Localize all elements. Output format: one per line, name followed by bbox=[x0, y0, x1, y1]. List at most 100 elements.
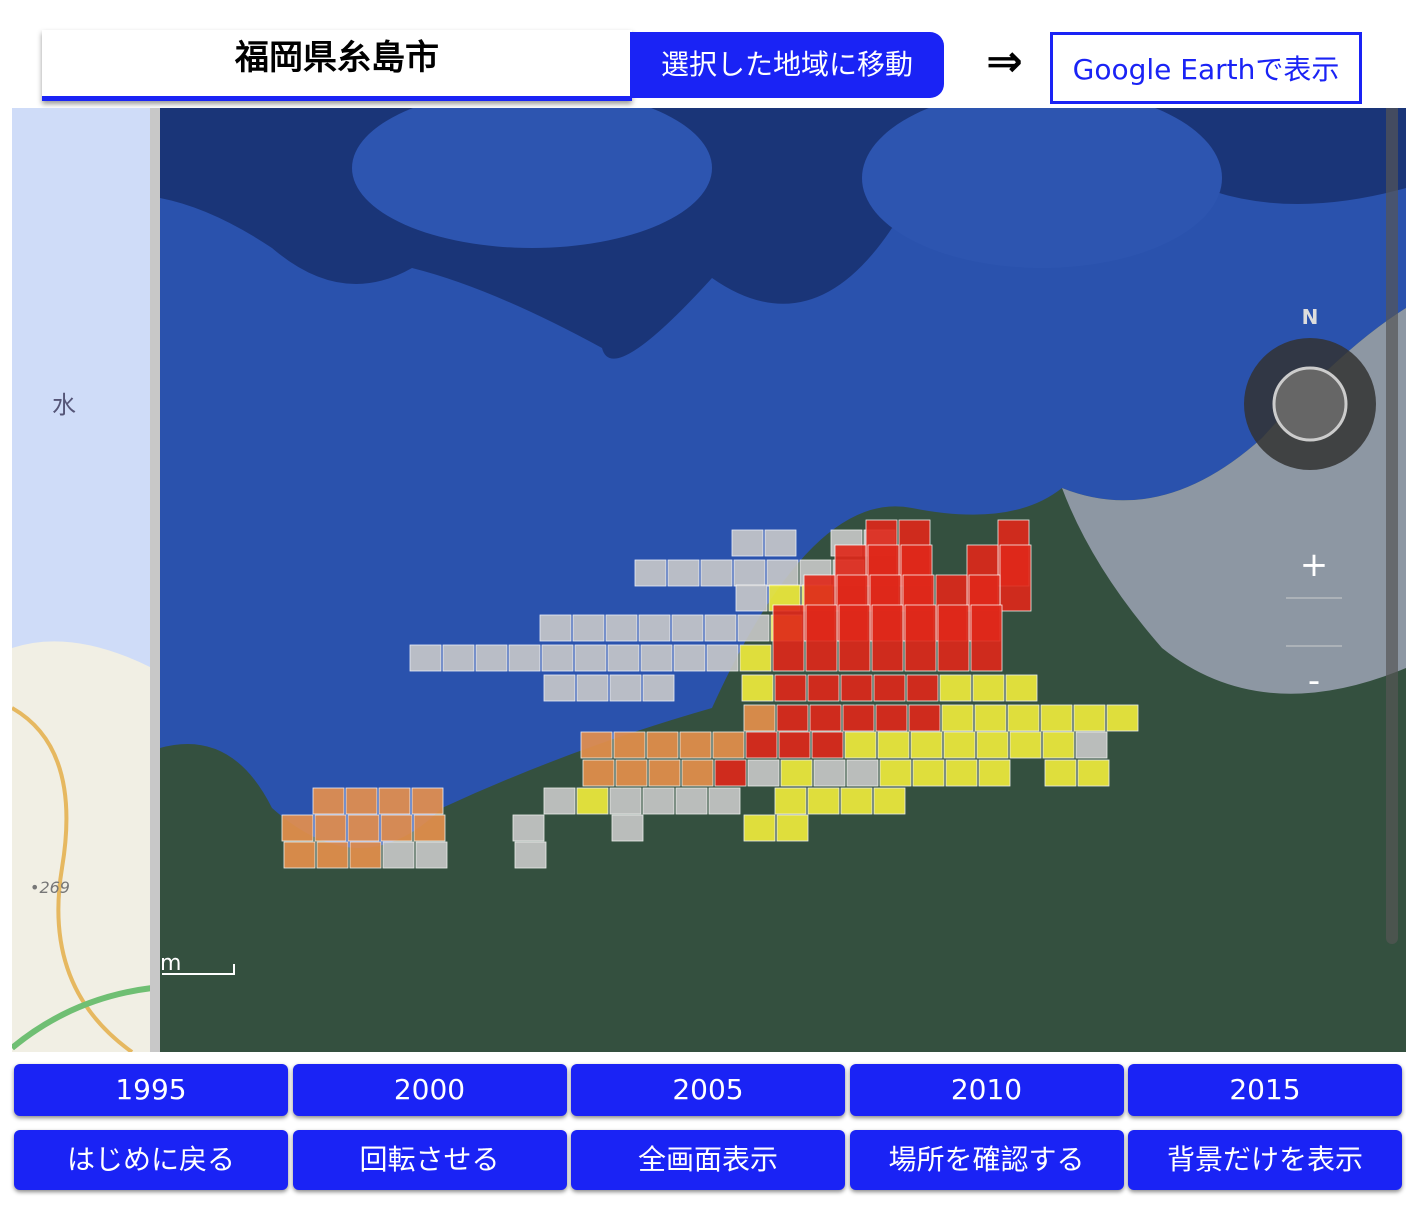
mesh-cells bbox=[281, 519, 1139, 869]
mesh-cell bbox=[508, 644, 541, 672]
mesh-cell bbox=[316, 841, 349, 869]
mesh-cell bbox=[613, 731, 646, 759]
mesh-cell bbox=[1040, 704, 1073, 732]
compass-label: N bbox=[1302, 305, 1319, 329]
mesh-cell bbox=[700, 559, 733, 587]
year-button[interactable]: 2000 bbox=[292, 1064, 567, 1116]
action-button[interactable]: はじめに戻る bbox=[14, 1130, 288, 1190]
mesh-cell bbox=[679, 731, 712, 759]
mesh-cell bbox=[879, 759, 912, 787]
mesh-cell bbox=[349, 841, 382, 869]
action-button[interactable]: 回転させる bbox=[292, 1130, 567, 1190]
mesh-cell bbox=[543, 674, 576, 702]
mesh-cell bbox=[712, 731, 745, 759]
mesh-cell bbox=[739, 644, 772, 672]
mesh-cell bbox=[667, 559, 700, 587]
mesh-cell bbox=[314, 814, 347, 842]
mesh-cell bbox=[415, 841, 448, 869]
mesh-cell bbox=[813, 759, 846, 787]
mesh-cell bbox=[514, 841, 547, 869]
earth-button[interactable]: Google Earthで表示 bbox=[1050, 32, 1362, 104]
mesh-cell bbox=[1073, 704, 1106, 732]
mesh-cell bbox=[312, 787, 345, 815]
mesh-cell bbox=[745, 731, 778, 759]
mesh-cell bbox=[776, 814, 809, 842]
elevation-label: •269 bbox=[30, 878, 70, 897]
year-button[interactable]: 2015 bbox=[1128, 1064, 1402, 1116]
mesh-cell bbox=[634, 559, 667, 587]
mesh-cell bbox=[908, 704, 941, 732]
mesh-cell bbox=[283, 841, 316, 869]
road bbox=[12, 706, 134, 1052]
mesh-cell bbox=[671, 614, 704, 642]
action-button[interactable]: 全画面表示 bbox=[571, 1130, 845, 1190]
mesh-cell bbox=[747, 759, 780, 787]
mesh-cell bbox=[877, 731, 910, 759]
mesh-cell bbox=[646, 731, 679, 759]
mesh-cell bbox=[582, 759, 615, 787]
mesh-cell bbox=[708, 787, 741, 815]
action-button[interactable]: 場所を確認する bbox=[849, 1130, 1124, 1190]
mesh-cell bbox=[675, 787, 708, 815]
mesh-cell bbox=[939, 674, 972, 702]
mesh-cell bbox=[776, 704, 809, 732]
mesh-cell bbox=[1044, 759, 1077, 787]
mesh-cell bbox=[970, 604, 1003, 672]
mesh-cell bbox=[642, 787, 675, 815]
map-label: 水 bbox=[52, 391, 76, 419]
year-button[interactable]: 1995 bbox=[14, 1064, 288, 1116]
mesh-cell bbox=[871, 604, 904, 672]
mesh-cell bbox=[840, 787, 873, 815]
mesh-cell bbox=[875, 704, 908, 732]
mesh-cell bbox=[1009, 731, 1042, 759]
mesh-cell bbox=[378, 787, 411, 815]
mesh-cell bbox=[941, 704, 974, 732]
mesh-cell bbox=[1005, 674, 1038, 702]
mesh-cell bbox=[873, 674, 906, 702]
mesh-cell bbox=[605, 614, 638, 642]
mesh-cell bbox=[943, 731, 976, 759]
mesh-cell bbox=[576, 787, 609, 815]
mesh-cell bbox=[1042, 731, 1075, 759]
divider bbox=[150, 108, 160, 1052]
action-button[interactable]: 背景だけを表示 bbox=[1128, 1130, 1402, 1190]
mesh-cell bbox=[840, 674, 873, 702]
compass-center[interactable] bbox=[1272, 366, 1348, 442]
mesh-cell bbox=[733, 559, 766, 587]
mesh-cell bbox=[737, 614, 770, 642]
mesh-cell bbox=[846, 759, 879, 787]
year-button[interactable]: 2010 bbox=[849, 1064, 1124, 1116]
mesh-cell bbox=[442, 644, 475, 672]
mesh-cell bbox=[937, 604, 970, 672]
mesh-cell bbox=[1106, 704, 1139, 732]
arrow: ⇒ bbox=[986, 36, 1023, 87]
mesh-cell bbox=[945, 759, 978, 787]
zoom-out[interactable]: - bbox=[1308, 661, 1320, 701]
mesh-cell bbox=[974, 704, 1007, 732]
mesh-cell bbox=[714, 759, 747, 787]
mesh-cell bbox=[574, 644, 607, 672]
mesh-cell bbox=[838, 604, 871, 672]
mesh-cell bbox=[611, 814, 644, 842]
mesh-cell bbox=[972, 674, 1005, 702]
mesh-cell bbox=[731, 529, 764, 557]
scrollbar[interactable] bbox=[1386, 108, 1398, 944]
mesh-cell bbox=[976, 731, 1009, 759]
mesh-cell bbox=[281, 814, 314, 842]
move-button[interactable]: 選択した地域に移動 bbox=[630, 32, 944, 98]
mesh-cell bbox=[413, 814, 446, 842]
year-button[interactable]: 2005 bbox=[571, 1064, 845, 1116]
mesh-cell bbox=[673, 644, 706, 672]
mesh-cell bbox=[764, 529, 797, 557]
zoom-in[interactable]: + bbox=[1300, 545, 1329, 585]
mesh-cell bbox=[345, 787, 378, 815]
mesh-cell bbox=[774, 674, 807, 702]
mesh-cell bbox=[743, 704, 776, 732]
mesh-cell bbox=[844, 731, 877, 759]
mesh-cell bbox=[741, 674, 774, 702]
map-view[interactable]: N + - 水 •269 m bbox=[12, 108, 1406, 1052]
mesh-cell bbox=[409, 644, 442, 672]
mesh-cell bbox=[572, 614, 605, 642]
mesh-cell bbox=[411, 787, 444, 815]
